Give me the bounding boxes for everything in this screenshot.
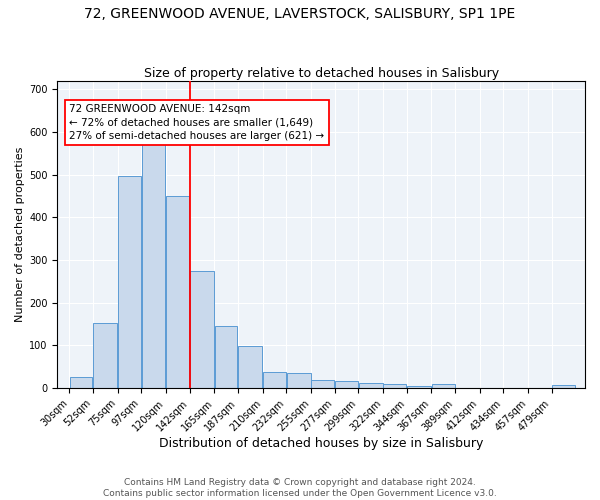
- Bar: [142, 142, 166, 388]
- Bar: [190, 270, 214, 388]
- Bar: [238, 346, 262, 388]
- Y-axis label: Number of detached properties: Number of detached properties: [15, 146, 25, 322]
- Text: Contains HM Land Registry data © Crown copyright and database right 2024.
Contai: Contains HM Land Registry data © Crown c…: [103, 478, 497, 498]
- Bar: [407, 386, 431, 388]
- Bar: [118, 176, 141, 388]
- Bar: [215, 326, 238, 388]
- Bar: [166, 196, 189, 388]
- Bar: [432, 384, 455, 388]
- Title: Size of property relative to detached houses in Salisbury: Size of property relative to detached ho…: [143, 66, 499, 80]
- Bar: [552, 385, 575, 388]
- Bar: [383, 384, 406, 388]
- Bar: [311, 380, 334, 388]
- Bar: [335, 381, 358, 388]
- Bar: [359, 383, 383, 388]
- Bar: [93, 323, 117, 388]
- Bar: [70, 378, 92, 388]
- X-axis label: Distribution of detached houses by size in Salisbury: Distribution of detached houses by size …: [159, 437, 484, 450]
- Bar: [287, 372, 311, 388]
- Text: 72 GREENWOOD AVENUE: 142sqm
← 72% of detached houses are smaller (1,649)
27% of : 72 GREENWOOD AVENUE: 142sqm ← 72% of det…: [69, 104, 325, 141]
- Bar: [263, 372, 286, 388]
- Text: 72, GREENWOOD AVENUE, LAVERSTOCK, SALISBURY, SP1 1PE: 72, GREENWOOD AVENUE, LAVERSTOCK, SALISB…: [85, 8, 515, 22]
